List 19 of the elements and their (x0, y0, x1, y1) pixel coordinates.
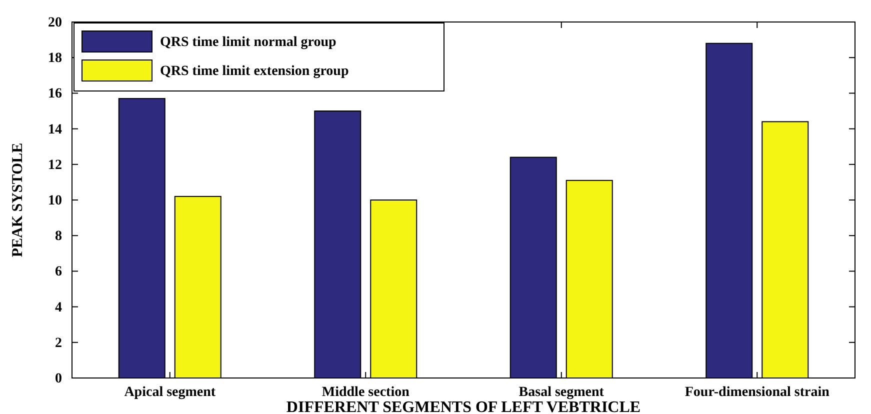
y-tick-label: 8 (55, 229, 62, 244)
y-tick-label: 20 (48, 15, 62, 30)
x-tick-label: Middle section (322, 384, 410, 400)
y-tick-label: 4 (55, 300, 62, 316)
x-axis-title: DIFFERENT SEGMENTS OF LEFT VEBTRICLE (286, 399, 641, 414)
y-tick-label: 6 (55, 264, 62, 280)
x-tick-label: Apical segment (124, 384, 216, 400)
legend-label: QRS time limit normal group (160, 35, 337, 50)
y-tick-label: 12 (48, 158, 62, 173)
y-tick-label: 0 (55, 371, 62, 386)
y-tick-label: 16 (48, 86, 62, 102)
legend-label: QRS time limit extension group (160, 64, 349, 79)
x-tick-label: Four-dimensional strain (684, 384, 830, 400)
y-tick-label: 18 (48, 51, 62, 66)
y-tick-label: 14 (48, 122, 62, 138)
y-axis-title: PEAK SYSTOLE (10, 142, 26, 258)
y-tick-label: 2 (55, 336, 62, 351)
x-tick-label: Basal segment (518, 384, 604, 400)
y-tick-label: 10 (48, 193, 62, 208)
